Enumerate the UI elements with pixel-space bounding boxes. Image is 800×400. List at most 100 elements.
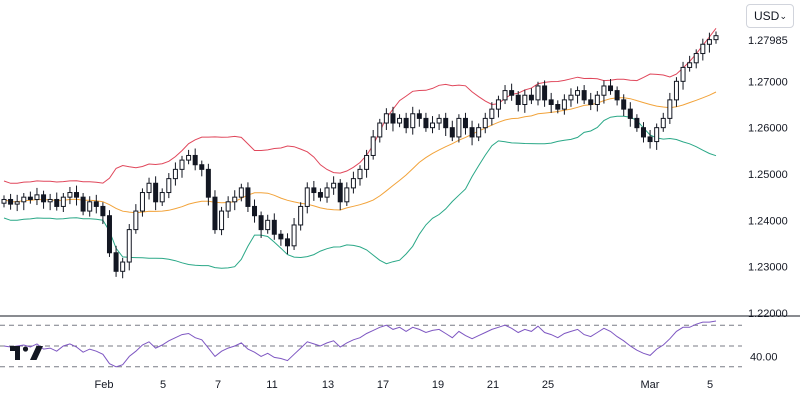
candle — [106, 210, 112, 257]
candle — [357, 165, 363, 186]
candle — [383, 108, 389, 130]
date-tick-label: 21 — [487, 379, 499, 391]
candle — [219, 206, 225, 236]
date-tick-label: Feb — [95, 379, 114, 391]
candle — [166, 173, 172, 199]
candle — [397, 114, 403, 128]
candle — [27, 191, 33, 204]
candle — [647, 129, 653, 149]
candle — [265, 214, 271, 234]
candle — [159, 188, 165, 206]
candle — [34, 187, 40, 206]
candle — [153, 176, 159, 211]
candle — [74, 185, 80, 206]
candle — [120, 257, 126, 279]
date-tick-label: Mar — [641, 379, 660, 391]
price-tick-label: 1.22000 — [748, 308, 788, 320]
candle — [634, 114, 640, 132]
candle — [8, 193, 14, 210]
candle — [542, 80, 548, 107]
candle — [700, 38, 706, 61]
candle — [252, 199, 258, 223]
candle — [87, 196, 93, 217]
candle — [337, 179, 343, 211]
candle — [1, 195, 7, 208]
candle — [186, 149, 192, 165]
candle — [100, 202, 106, 225]
candle — [41, 190, 47, 209]
candle — [588, 92, 594, 111]
candle — [502, 85, 508, 105]
date-tick-label: 17 — [377, 379, 389, 391]
candle — [232, 190, 238, 211]
candle — [238, 183, 244, 202]
candle — [146, 177, 152, 200]
candle — [687, 55, 693, 72]
rsi-pane: 40.00 — [0, 320, 778, 368]
date-tick-label: 5 — [160, 379, 166, 391]
candle — [271, 213, 277, 240]
candle — [199, 160, 205, 177]
candle — [528, 88, 534, 105]
candle — [660, 112, 666, 132]
candle — [673, 77, 679, 107]
candle — [47, 193, 53, 211]
candle — [469, 120, 475, 146]
candle — [410, 106, 416, 135]
date-tick-label: 5 — [707, 379, 713, 391]
candle — [390, 106, 396, 132]
candle — [509, 83, 515, 101]
candle — [113, 245, 119, 277]
candle — [654, 123, 660, 150]
candle — [601, 80, 607, 104]
candle — [436, 114, 442, 130]
tradingview-logo — [10, 346, 43, 360]
candle — [614, 86, 620, 106]
bollinger-upper-line — [3, 27, 717, 184]
candle — [298, 202, 304, 231]
candle — [278, 230, 284, 246]
candle — [456, 114, 462, 143]
candle — [640, 122, 646, 143]
date-tick-label: 7 — [215, 379, 221, 391]
candle — [561, 94, 567, 115]
candle — [344, 182, 350, 206]
date-tick-label: 25 — [542, 379, 554, 391]
candlestick-series — [1, 31, 719, 279]
candle — [54, 192, 60, 211]
currency-selector[interactable]: USD ⌄ — [746, 4, 794, 28]
candle — [284, 233, 290, 255]
price-axis: 1.27985 1.27000 1.26000 1.25000 1.24000 1.230… — [748, 35, 788, 320]
candle — [364, 149, 370, 178]
candle — [706, 32, 712, 53]
candle — [482, 112, 488, 134]
candle — [304, 182, 310, 214]
candle — [258, 211, 264, 238]
candle — [608, 79, 614, 95]
candle — [179, 155, 185, 178]
candle — [443, 112, 449, 137]
candle — [462, 112, 468, 135]
candle — [495, 95, 501, 118]
candle — [192, 148, 198, 171]
candle — [713, 31, 719, 44]
price-tick-label: 1.25000 — [748, 169, 788, 181]
candle — [377, 118, 383, 143]
price-tick-label: 1.26000 — [748, 123, 788, 135]
candle — [311, 180, 317, 201]
price-tick-label: 1.27985 — [748, 35, 788, 47]
candle — [331, 176, 337, 195]
candle — [245, 182, 251, 212]
candle — [621, 94, 627, 117]
candle — [291, 218, 297, 250]
candle — [548, 92, 554, 113]
price-tick-label: 1.24000 — [748, 215, 788, 227]
candle — [423, 112, 429, 132]
candle — [680, 61, 686, 90]
candle — [403, 112, 409, 134]
candle — [14, 194, 20, 212]
candle — [449, 120, 455, 142]
candle — [139, 188, 145, 217]
candle — [594, 91, 600, 112]
